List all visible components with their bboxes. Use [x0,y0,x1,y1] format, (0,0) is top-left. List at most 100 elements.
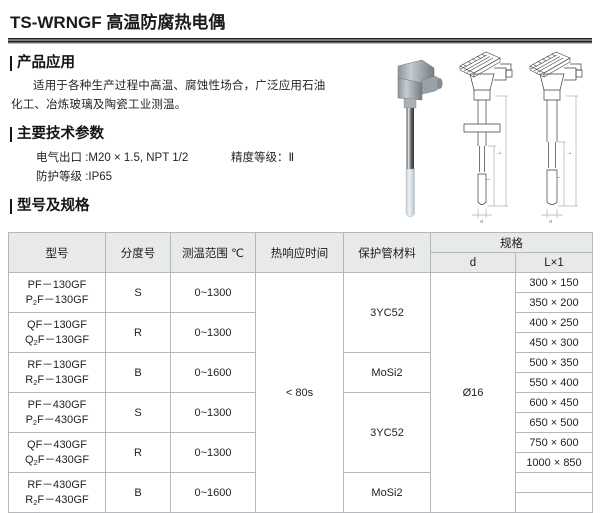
svg-text:l: l [556,177,562,178]
parameter-accuracy-class: 精度等级：Ⅱ [231,152,295,164]
table-row: PF－130GF P2F－130GF S 0~1300 < 80s 3YC52 … [8,272,593,513]
column-header-spec-d: d [430,252,516,273]
svg-text:d: d [480,219,483,225]
product-datasheet-page: TS-WRNGF 高温防腐热电偶 产品应用 适用于各种生产过程中高温、腐蚀性场合… [8,13,598,513]
specification-table: 型号 分度号 测温范围 ℃ 热响应时间 保护管材料 规格 d L×1 PF－13… [8,232,593,513]
cell-range: 0~1300 [170,312,256,353]
section-accent-bar [10,55,12,71]
cell-range: 0~1300 [170,432,256,473]
model-variant-prefix: Q [24,333,34,346]
table-row: QF－130GF Q2F－130GF R 0~1300 400 × 250 [8,312,593,353]
section-heading-parameters-label: 主要技术参数 [17,126,104,142]
parameters-list: 电气出口 :M20 × 1.5, NPT 1/2 精度等级：Ⅱ 防护等级 :IP… [8,149,592,187]
thermocouple-photo-icon [397,59,443,218]
model-main: RF－430GF [27,478,87,491]
cell-grade: R [105,432,171,473]
cell-grade: B [105,352,171,393]
section-accent-bar [10,126,12,142]
cell-model: RF－130GF R2F－130GF [8,352,106,393]
column-header-spec-group: 规格 [430,232,593,253]
cell-length: 750 × 600 [515,432,593,453]
table-row: PF－430GF P2F－430GF S 0~1300 3YC52 600 × … [8,392,593,473]
model-variant-prefix: P [25,413,33,426]
column-header-spec-length: L×1 [515,252,593,273]
cell-diameter: Ø16 [430,272,516,513]
cell-grade: S [105,272,171,313]
cell-model: QF－430GF Q2F－430GF [8,432,106,473]
cell-protection-material: 3YC52 [343,392,431,473]
model-main: QF－430GF [27,438,87,451]
cell-length: 350 × 200 [515,292,593,313]
cell-grade: S [105,392,171,433]
cell-protection-material: MoSi2 [343,352,431,393]
cell-response-time: < 80s [255,272,344,513]
svg-text:L: L [567,151,573,154]
model-variant-suffix: F－430GF [37,413,89,426]
table-header: 型号 分度号 测温范围 ℃ 热响应时间 保护管材料 规格 d L×1 [8,232,593,273]
model-variant-subscript: 2 [33,457,38,467]
model-variant-suffix: F－430GF [37,493,89,506]
parameter-protection-class: 防护等级 :IP65 [36,171,113,183]
model-variant-suffix: F－430GF [37,453,90,466]
cell-range: 0~1600 [170,472,256,513]
model-variant-subscript: 2 [32,417,38,427]
application-paragraph-line2: 化工、冶炼玻璃及陶瓷工业测温。 [11,99,187,111]
column-header-protection-material: 保护管材料 [343,232,431,273]
cell-protection-material: 3YC52 [343,272,431,353]
svg-text:d: d [549,219,552,225]
cell-range: 0~1600 [170,352,256,393]
cell-model: RF－430GF R2F－430GF [8,472,106,513]
cell-length: 300 × 150 [515,272,593,293]
section-heading-models-label: 型号及规格 [17,198,90,214]
cell-model: PF－130GF P2F－130GF [8,272,106,313]
page-title: TS-WRNGF 高温防腐热电偶 [10,13,226,32]
column-header-model: 型号 [8,232,106,273]
cell-grade: R [105,312,171,353]
table-row: RF－130GF R2F－130GF B 0~1600 MoSi2 500 × … [8,352,593,393]
cell-length: 450 × 300 [515,332,593,353]
cell-length: 400 × 250 [515,312,593,333]
model-variant-suffix: F－130GF [37,333,90,346]
parameter-row: 电气出口 :M20 × 1.5, NPT 1/2 精度等级：Ⅱ [36,149,592,168]
column-header-grade: 分度号 [105,232,171,273]
threadless-mount-drawing-icon: L l d [529,51,583,225]
table-body: PF－130GF P2F－130GF S 0~1300 < 80s 3YC52 … [8,272,593,513]
cell-range: 0~1300 [170,272,256,313]
product-image-group: L l d [380,46,598,228]
cell-model: QF－130GF Q2F－130GF [8,312,106,353]
cell-protection-material: MoSi2 [343,472,431,513]
cell-length: 650 × 500 [515,412,593,433]
cell-model: PF－430GF P2F－430GF [8,392,106,433]
column-header-response-time: 热响应时间 [255,232,344,273]
model-variant-prefix: P [25,293,33,306]
table-header-row-1: 型号 分度号 测温范围 ℃ 热响应时间 保护管材料 规格 [8,232,593,273]
section-heading-parameters: 主要技术参数 [8,124,592,144]
title-divider [8,38,592,44]
specification-table-container: 型号 分度号 测温范围 ℃ 热响应时间 保护管材料 规格 d L×1 PF－13… [8,232,593,513]
model-main: QF－130GF [27,318,87,331]
table-header-row-2: d L×1 [9,252,593,273]
cell-length: 550 × 400 [515,372,593,393]
section-accent-bar [10,198,12,214]
model-variant-subscript: 2 [32,297,38,307]
cell-range: 0~1300 [170,392,256,433]
cell-length-empty [515,472,593,493]
cell-length-empty [515,492,593,513]
model-variant-prefix: Q [24,453,34,466]
model-variant-subscript: 2 [33,337,38,347]
model-main: PF－430GF [27,398,87,411]
cell-length: 1000 × 850 [515,452,593,473]
model-variant-prefix: R [25,373,34,386]
flange-mount-drawing-icon: L l d [459,51,513,225]
application-paragraph-line1: 适用于各种生产过程中高温、腐蚀性场合，广泛应用石油 [33,80,326,92]
section-heading-application: 产品应用 [8,53,592,73]
model-variant-prefix: R [25,493,34,506]
cell-length: 500 × 350 [515,352,593,373]
svg-text:l: l [486,179,492,180]
section-heading-models: 型号及规格 [8,196,592,216]
model-main: PF－130GF [27,278,87,291]
parameter-electrical-outlet: 电气出口 :M20 × 1.5, NPT 1/2 [36,152,189,164]
svg-text:L: L [497,151,503,154]
model-variant-subscript: 2 [33,377,38,387]
model-variant-suffix: F－130GF [37,293,89,306]
